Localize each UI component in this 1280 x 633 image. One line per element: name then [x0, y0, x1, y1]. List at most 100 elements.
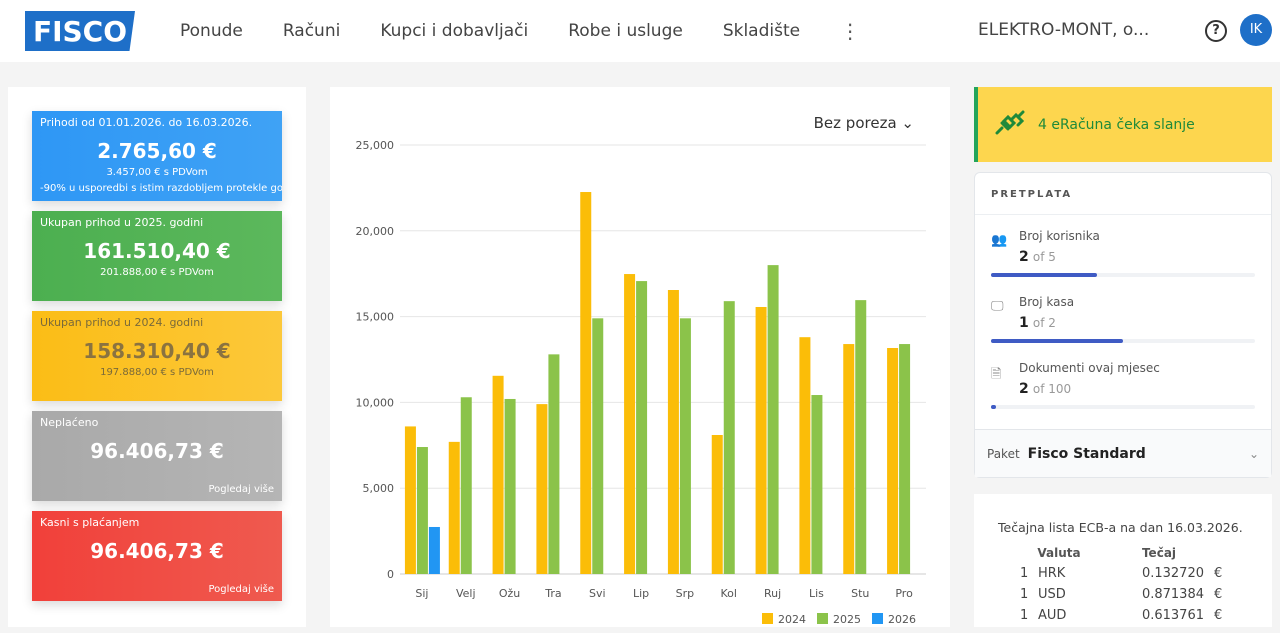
view-more-link[interactable]: Pogledaj više — [208, 584, 274, 595]
nav-ponude[interactable]: Ponude — [180, 21, 243, 41]
y-tick-label: 10,000 — [356, 396, 395, 409]
card-value: 158.310,40 € — [83, 339, 231, 363]
card-2025-income: Ukupan prihod u 2025. godini 161.510,40 … — [32, 211, 282, 301]
card-overdue[interactable]: Kasni s plaćanjem 96.406,73 € Pogledaj v… — [32, 511, 282, 601]
bar-2025 — [416, 447, 428, 574]
top-bar: FISCO Ponude Računi Kupci i dobavljači R… — [0, 0, 1280, 62]
rate-row: 1 USD 0.871384 € — [1014, 584, 1222, 605]
rate-value: 0.132720 — [1141, 566, 1204, 581]
card-title: Kasni s plaćanjem — [40, 516, 140, 529]
usage-bar-fill — [991, 405, 997, 409]
view-more-link[interactable]: Pogledaj više — [208, 484, 274, 495]
legend-swatch — [872, 613, 883, 624]
bar-2025 — [548, 354, 560, 574]
nav-racuni[interactable]: Računi — [282, 21, 341, 41]
subscription-card: PRETPLATA 👥 Broj korisnika 2 of 5 🖵 Broj… — [974, 172, 1272, 478]
exchange-rates: Tečajna lista ECB-a na dan 16.03.2026. V… — [974, 494, 1272, 627]
fisco-logo[interactable]: FISCO — [25, 11, 135, 51]
document-icon: 🗎 — [991, 367, 1002, 382]
usage-bar-fill — [991, 339, 1123, 343]
rate-value: 0.871384 — [1141, 587, 1204, 602]
usage-bar — [991, 339, 1255, 343]
bar-2024 — [404, 426, 416, 574]
y-tick-label: 0 — [387, 568, 394, 581]
nav-skladiste[interactable]: Skladište — [722, 21, 801, 41]
subscription-item: 🗎 Dokumenti ovaj mjesec 2 of 100 — [975, 347, 1271, 413]
users-icon: 👥 — [991, 233, 1008, 248]
y-tick-label: 20,000 — [356, 225, 395, 238]
subscription-title: PRETPLATA — [975, 173, 1271, 215]
x-tick-label: Lip — [633, 587, 649, 600]
rate-symbol: € — [1214, 566, 1223, 581]
chevron-down-icon: ⌄ — [901, 114, 914, 132]
subscription-item: 🖵 Broj kasa 1 of 2 — [975, 281, 1271, 347]
bar-2025 — [679, 318, 691, 574]
bar-2025 — [855, 300, 867, 574]
x-tick-label: Kol — [721, 587, 737, 600]
nav-robe[interactable]: Robe i usluge — [568, 21, 683, 41]
income-chart: 0 5,000 10,000 15,000 20,000 25,000 Sij Velj Ožu… — [356, 139, 926, 626]
notice-text: 4 eRačuna čeka slanje — [1038, 116, 1195, 133]
monitor-icon: 🖵 — [991, 299, 1004, 314]
package-selector[interactable]: Paket Fisco Standard ⌄ — [975, 429, 1271, 477]
tax-select[interactable]: Bez poreza ⌄ — [814, 114, 914, 132]
package-label: Paket — [987, 446, 1020, 461]
company-selector[interactable]: ELEKTRO-MONT, o... — [978, 20, 1150, 40]
bar-2024 — [843, 344, 855, 574]
card-value: 161.510,40 € — [83, 239, 231, 263]
legend-swatch — [762, 613, 773, 624]
card-title: Neplaćeno — [40, 416, 99, 429]
bar-2024 — [492, 375, 504, 574]
card-sub: 201.888,00 € s PDVom — [100, 267, 214, 278]
bar-2024 — [755, 306, 767, 574]
tax-select-value: Bez poreza — [813, 114, 897, 132]
item-count: 2 of 100 — [1019, 381, 1271, 397]
x-tick-label: Ožu — [499, 587, 520, 600]
more-menu-icon[interactable]: ⋮ — [840, 19, 861, 43]
chevron-down-icon: ⌄ — [1248, 446, 1259, 461]
help-icon[interactable]: ? — [1205, 20, 1227, 42]
usage-bar-fill — [991, 273, 1097, 277]
bar-2025 — [811, 395, 823, 574]
card-sub: 3.457,00 € s PDVom — [106, 167, 208, 178]
x-tick-label: Sij — [415, 587, 428, 600]
bar-2024 — [667, 290, 679, 574]
einvoice-notice[interactable]: 4 eRačuna čeka slanje — [974, 87, 1272, 162]
y-tick-label: 5,000 — [363, 482, 395, 495]
bar-2025 — [460, 397, 472, 574]
rate-symbol: € — [1214, 608, 1223, 623]
rate-symbol: € — [1214, 587, 1223, 602]
x-tick-label: Stu — [851, 587, 869, 600]
item-label: Dokumenti ovaj mjesec — [1019, 361, 1160, 375]
item-label: Broj kasa — [1019, 295, 1075, 309]
rate-currency: AUD — [1038, 608, 1067, 623]
rate-currency: HRK — [1038, 566, 1066, 581]
rate-value: 0.613761 — [1141, 608, 1204, 623]
rates-table: Valuta Tečaj 1 HRK 0.132720 €1 USD 0.871384 €1 A… — [1014, 542, 1222, 626]
card-period-income: Prihodi od 01.01.2026. do 16.03.2026. 2.… — [32, 111, 282, 201]
x-tick-label: Ruj — [764, 587, 781, 600]
bar-2025 — [899, 344, 911, 574]
card-unpaid[interactable]: Neplaćeno 96.406,73 € Pogledaj više — [32, 411, 282, 501]
item-limit: of 5 — [1032, 250, 1056, 264]
bar-2025 — [504, 398, 516, 574]
bar-2024 — [448, 441, 460, 574]
card-sub: 197.888,00 € s PDVom — [100, 367, 214, 378]
nav-kupci[interactable]: Kupci i dobavljači — [380, 21, 529, 41]
rate-qty: 1 — [1020, 608, 1029, 623]
rate-row: 1 HRK 0.132720 € — [1014, 563, 1222, 584]
rate-qty: 1 — [1020, 566, 1029, 581]
x-tick-label: Velj — [456, 587, 476, 600]
chart-panel: Bez poreza ⌄ 0 5,000 10,000 15,000 20,000 25,… — [330, 87, 950, 627]
legend-label: 2026 — [888, 613, 916, 626]
avatar[interactable]: IK — [1240, 14, 1272, 46]
package-name: Fisco Standard — [1027, 445, 1146, 462]
rates-heading: Tečajna lista ECB-a na dan 16.03.2026. — [998, 520, 1243, 535]
card-note: -90% u usporedbi s istim razdobljem prot… — [40, 183, 282, 194]
legend-label: 2024 — [778, 613, 806, 626]
bar-2026 — [428, 526, 440, 574]
bar-2024 — [887, 348, 899, 574]
bar-2025 — [636, 281, 648, 574]
y-tick-label: 25,000 — [356, 139, 395, 152]
rate-currency: USD — [1038, 587, 1066, 602]
